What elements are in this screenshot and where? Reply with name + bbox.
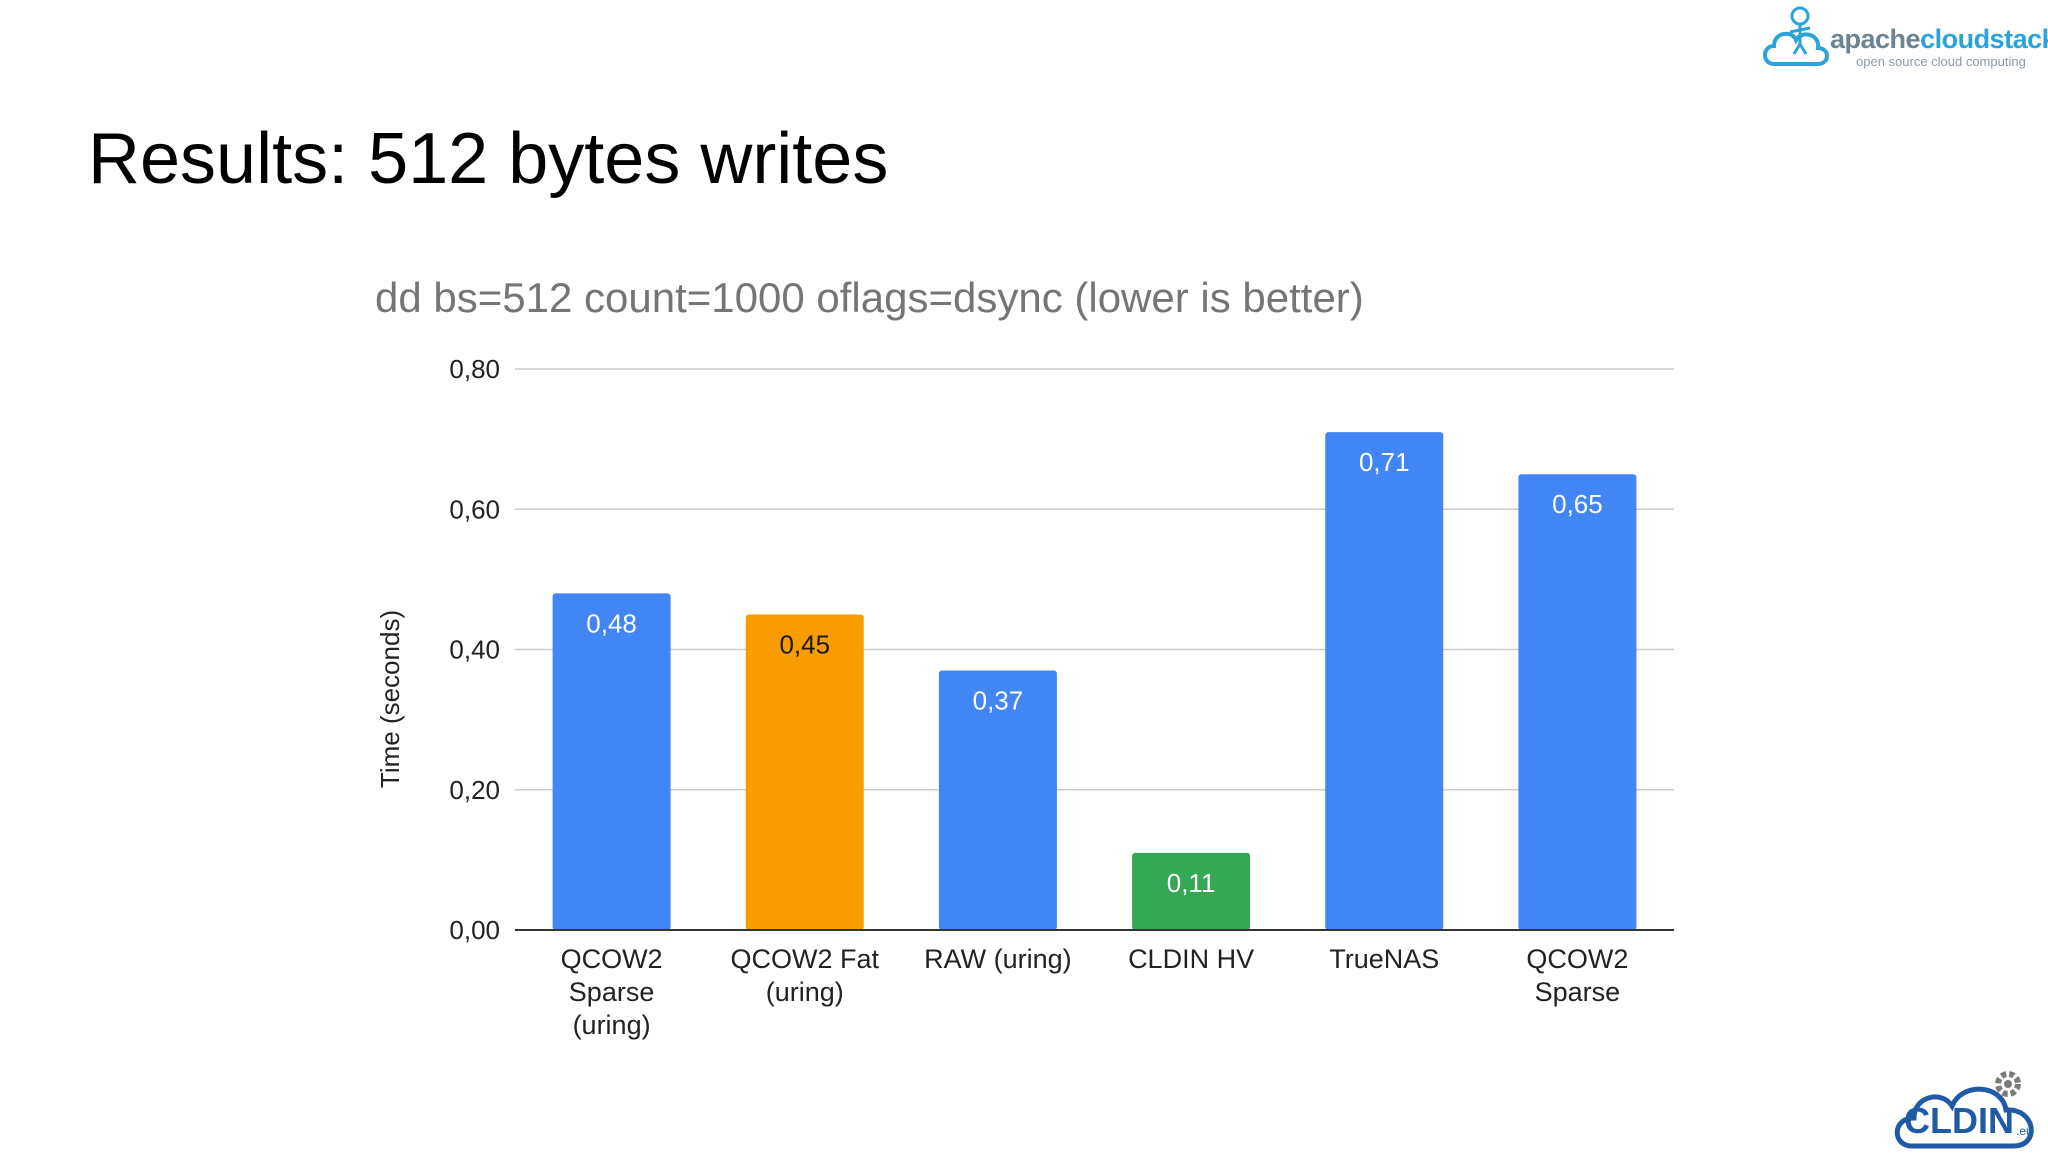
cldin-logo: CLDIN .eu	[1890, 1060, 2046, 1152]
x-tick-labels: QCOW2 Sparse (uring) QCOW2 Fat (uring) RAW (u…	[561, 944, 1629, 1040]
cldin-domain-suffix: .eu	[2016, 1124, 2033, 1138]
y-tick-label: 0,40	[449, 635, 500, 665]
bar-value-label: 0,71	[1359, 447, 1410, 477]
y-tick-label: 0,20	[449, 775, 500, 805]
apache-cloudstack-logo: apachecloudstack open source cloud compu…	[1760, 0, 2048, 76]
bar-value-label: 0,37	[973, 686, 1024, 716]
gridlines	[515, 368, 1674, 791]
cloud-mascot-icon	[1763, 6, 1829, 66]
bar	[552, 593, 671, 930]
bar	[745, 614, 864, 930]
bar-value-label: 0,65	[1552, 489, 1603, 519]
x-tick-label: TrueNAS	[1329, 944, 1439, 974]
apache-cloudstack-wordmark: apachecloudstack	[1830, 24, 2048, 54]
x-tick-label: CLDIN HV	[1128, 944, 1254, 974]
bar-value-label: 0,11	[1167, 868, 1216, 898]
x-tick-label: QCOW2 Sparse (uring)	[561, 944, 663, 1040]
y-tick-labels: 0,00 0,20 0,40 0,60 0,80	[449, 354, 500, 945]
y-tick-label: 0,80	[449, 354, 500, 384]
y-axis-label: Time (seconds)	[375, 610, 405, 788]
bar-value-label: 0,45	[779, 629, 830, 659]
x-tick-label: QCOW2 Fat (uring)	[730, 944, 879, 1007]
bar-value-labels: 0,48 0,45 0,37 0,11 0,71 0,65	[586, 447, 1602, 898]
bars	[552, 432, 1637, 930]
bar	[1325, 432, 1444, 930]
bar	[938, 670, 1057, 930]
bar-value-label: 0,48	[586, 608, 637, 638]
cldin-wordmark: CLDIN	[1904, 1100, 2014, 1141]
y-tick-label: 0,00	[449, 915, 500, 945]
y-tick-label: 0,60	[449, 494, 500, 524]
x-tick-label: RAW (uring)	[924, 944, 1072, 974]
cloud-gear-icon	[1894, 1071, 2034, 1149]
bar	[1518, 474, 1637, 930]
slide-title: Results: 512 bytes writes	[88, 119, 889, 199]
apache-cloudstack-tagline: open source cloud computing	[1856, 54, 2026, 69]
bar	[1132, 852, 1251, 930]
chart-title: dd bs=512 count=1000 oflags=dsync (lower…	[375, 274, 1364, 321]
x-tick-label: QCOW2 Sparse	[1526, 944, 1628, 1007]
